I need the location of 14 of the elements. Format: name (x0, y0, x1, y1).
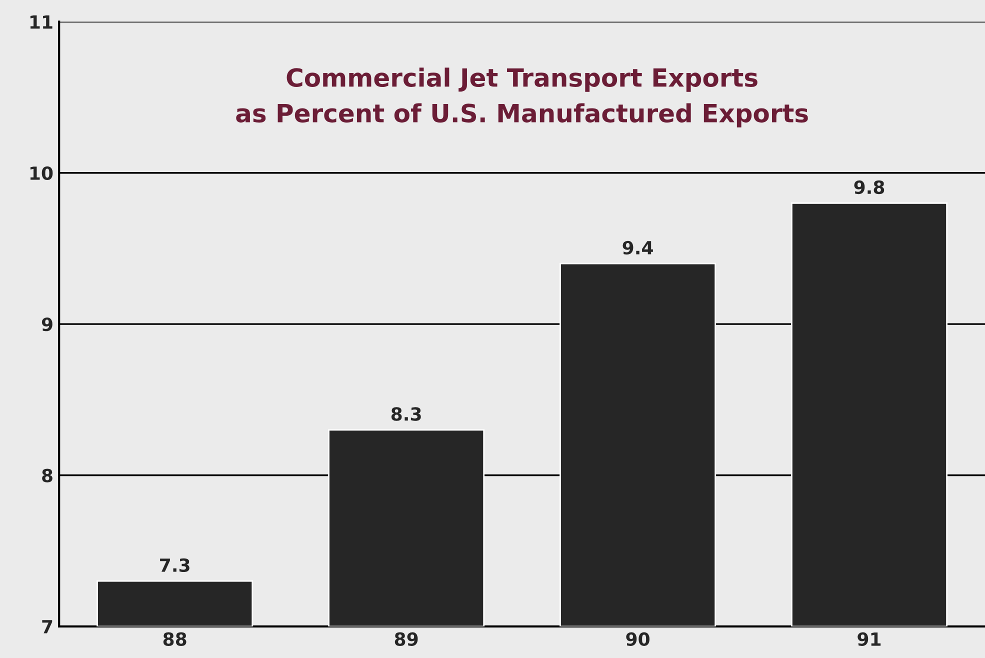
x-tick-label: 89 (394, 632, 418, 646)
y-tick-label: 9 (42, 318, 52, 332)
data-label: 7.3 (160, 558, 190, 572)
text: Commercial Jet Transport Exports as Percent of U.S. Manufactured Exports (236, 68, 808, 128)
y-tick-label: 7 (42, 620, 52, 634)
y-tick-label: 8 (42, 468, 52, 482)
x-tick-label: 90 (626, 632, 650, 646)
data-label: 8.3 (391, 407, 421, 421)
data-label: 9.4 (622, 240, 653, 255)
y-tick-label: 10 (30, 166, 53, 180)
x-tick-label: 88 (163, 632, 186, 646)
x-tick-label: 91 (858, 632, 881, 646)
y-tick-label: 11 (30, 15, 52, 29)
data-label: 9.8 (854, 180, 884, 194)
